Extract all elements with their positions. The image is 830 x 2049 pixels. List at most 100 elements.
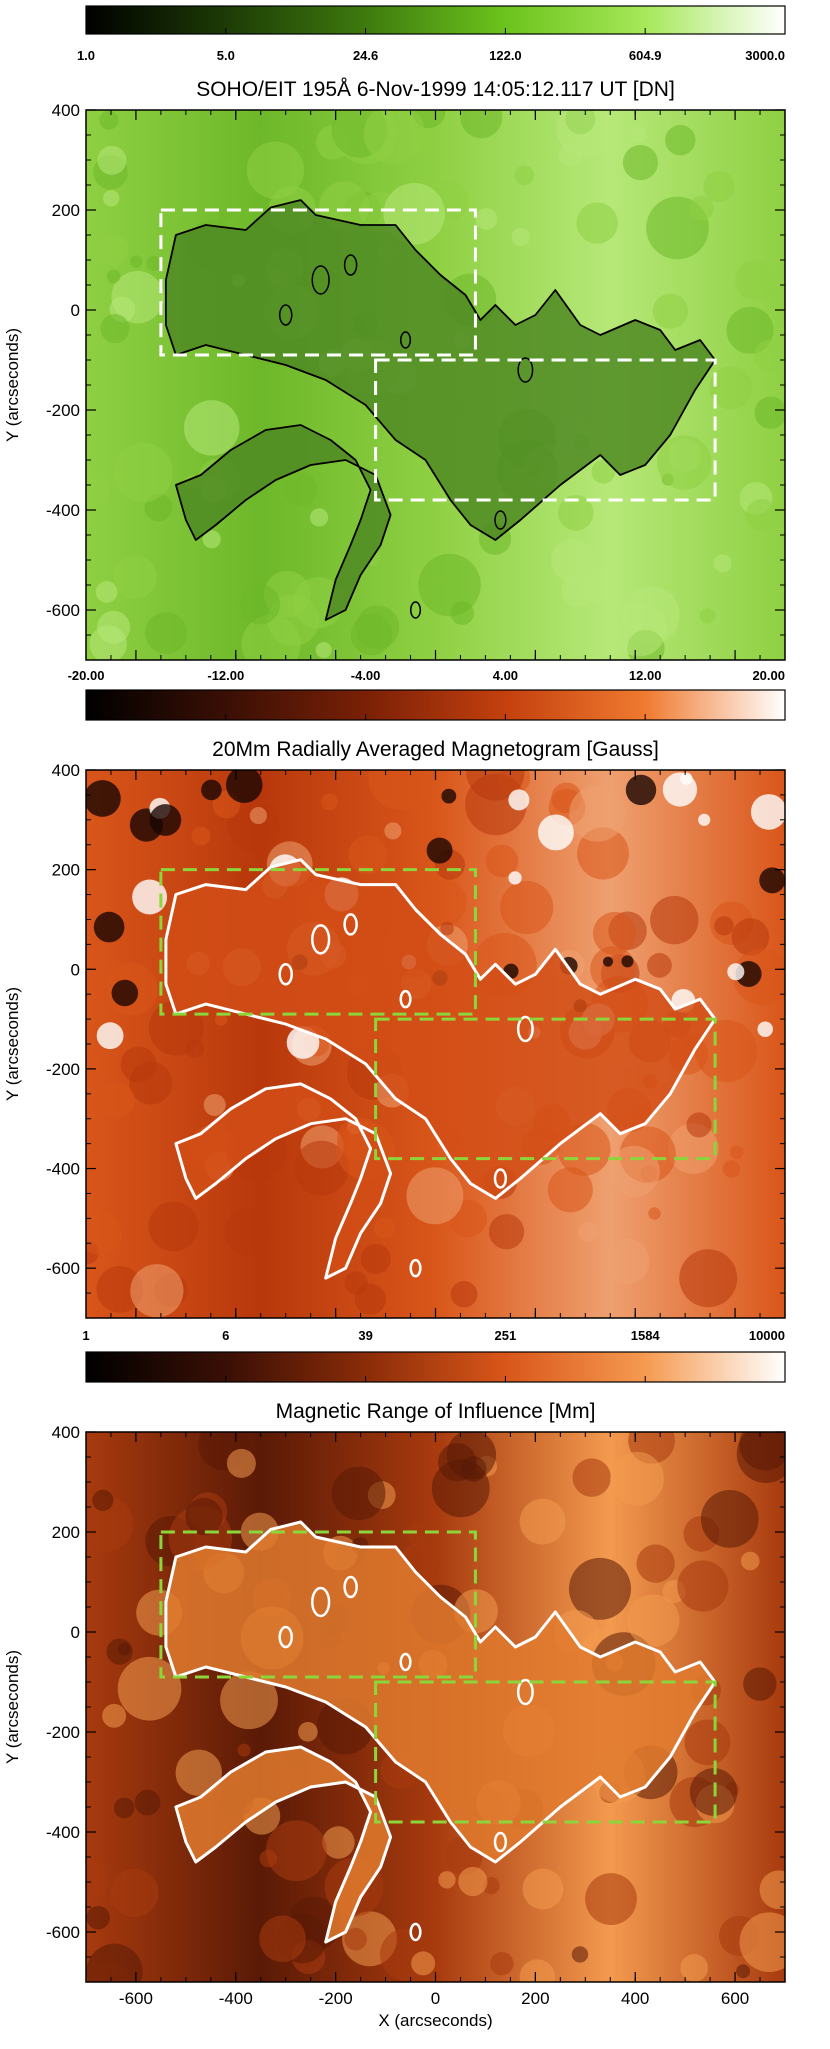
texture-patch	[148, 1201, 199, 1252]
texture-patch	[458, 1866, 488, 1897]
texture-patch	[648, 1207, 661, 1220]
colorbar-tick-label: 20.00	[752, 668, 785, 683]
magnetic-element	[621, 955, 634, 968]
x-tick-label: 400	[621, 1989, 649, 2008]
texture-patch	[577, 1221, 599, 1242]
colorbar-tick-label: -4.00	[351, 668, 381, 683]
texture-patch	[466, 770, 525, 801]
colorbar-tick-label: 1	[82, 1328, 89, 1343]
colorbar-tick-label: 1.0	[77, 48, 95, 63]
texture-patch	[460, 1456, 487, 1482]
y-tick-label: 200	[52, 861, 80, 880]
colorbar-tick-label: 39	[358, 1328, 372, 1343]
magnetic-element	[96, 1022, 124, 1050]
texture-patch	[647, 953, 672, 978]
texture-patch	[350, 613, 393, 656]
texture-patch	[259, 1849, 278, 1868]
texture-patch	[226, 1448, 256, 1478]
texture-patch	[246, 141, 305, 199]
texture-patch	[743, 1667, 777, 1701]
contour-island	[399, 331, 412, 349]
texture-patch	[113, 442, 173, 503]
texture-patch	[100, 1083, 136, 1118]
colorbar-tick-label: 122.0	[489, 48, 522, 63]
panel-title: SOHO/EIT 195Å 6-Nov-1999 14:05:12.117 UT…	[196, 78, 675, 101]
texture-patch	[572, 1458, 611, 1497]
texture-patch	[475, 207, 498, 230]
texture-patch	[130, 255, 143, 268]
texture-patch	[490, 1952, 514, 1976]
x-tick-label: 600	[721, 1989, 749, 2008]
colorbar	[85, 5, 786, 35]
texture-patch	[322, 1826, 355, 1859]
image-area	[86, 1432, 785, 1982]
texture-patch	[129, 1061, 173, 1105]
magnetic-element	[93, 911, 125, 943]
y-tick-label: 0	[71, 960, 80, 979]
magnetic-element	[727, 963, 745, 981]
texture-patch	[89, 625, 127, 660]
contour-island	[399, 1652, 412, 1672]
texture-patch	[603, 1238, 650, 1285]
texture-patch	[745, 499, 778, 531]
texture-patch	[514, 165, 535, 186]
texture-patch	[610, 1451, 664, 1506]
region-fill-main	[165, 1522, 716, 1862]
texture-patch	[96, 234, 129, 267]
contour-island	[516, 1678, 534, 1706]
contour-island	[517, 357, 534, 383]
contour-island	[311, 924, 331, 955]
dashed-box-1	[159, 1530, 477, 1679]
magnetic-element	[750, 794, 785, 830]
magnetic-element	[757, 1021, 773, 1038]
texture-patch	[92, 1489, 114, 1511]
magnetic-element	[132, 879, 168, 915]
texture-patch	[360, 1243, 391, 1274]
texture-patch	[571, 1946, 589, 1963]
magnetic-element	[441, 788, 457, 804]
texture-patch	[145, 612, 188, 654]
texture-patch	[561, 574, 595, 608]
texture-patch	[249, 807, 267, 825]
contour-lower	[174, 424, 392, 621]
texture-patch	[239, 584, 281, 625]
texture-patch	[265, 1820, 327, 1882]
contour-island	[493, 1168, 508, 1189]
texture-patch	[485, 844, 519, 878]
texture-patch	[736, 1964, 751, 1979]
image-area	[86, 770, 785, 1318]
texture-patch	[684, 1719, 731, 1766]
texture-patch	[363, 110, 426, 165]
texture-patch	[739, 1432, 785, 1471]
texture-patch	[86, 1496, 134, 1552]
magnetic-element	[201, 779, 222, 801]
y-axis-label: Y (arcseconds)	[3, 328, 22, 442]
region-fill-lower	[175, 1747, 391, 1942]
texture-patch	[735, 260, 775, 301]
texture-patch	[130, 1264, 184, 1318]
texture-patch	[418, 553, 481, 617]
texture-patch	[309, 508, 329, 527]
texture-patch	[384, 822, 402, 840]
magnetic-element	[111, 979, 139, 1007]
texture-patch	[700, 1490, 759, 1548]
contour-island	[311, 265, 330, 295]
texture-patch	[438, 1871, 456, 1889]
texture-patch	[709, 366, 753, 410]
colorbar-tick-label: 604.9	[629, 48, 662, 63]
texture-patch	[657, 435, 712, 490]
texture-patch	[420, 879, 467, 926]
y-tick-label: 400	[52, 101, 80, 120]
texture-patch	[103, 190, 120, 207]
texture-patch	[110, 1868, 159, 1918]
texture-patch	[86, 1859, 109, 1901]
magnetic-element	[149, 804, 182, 836]
y-axis-label: Y (arcseconds)	[3, 987, 22, 1101]
dashed-box-2	[374, 1017, 717, 1161]
texture-patch	[106, 269, 121, 284]
region-fill-main	[165, 859, 716, 1199]
texture-patch	[722, 1160, 741, 1178]
contour-island	[409, 1258, 422, 1278]
y-tick-label: 400	[52, 761, 80, 780]
